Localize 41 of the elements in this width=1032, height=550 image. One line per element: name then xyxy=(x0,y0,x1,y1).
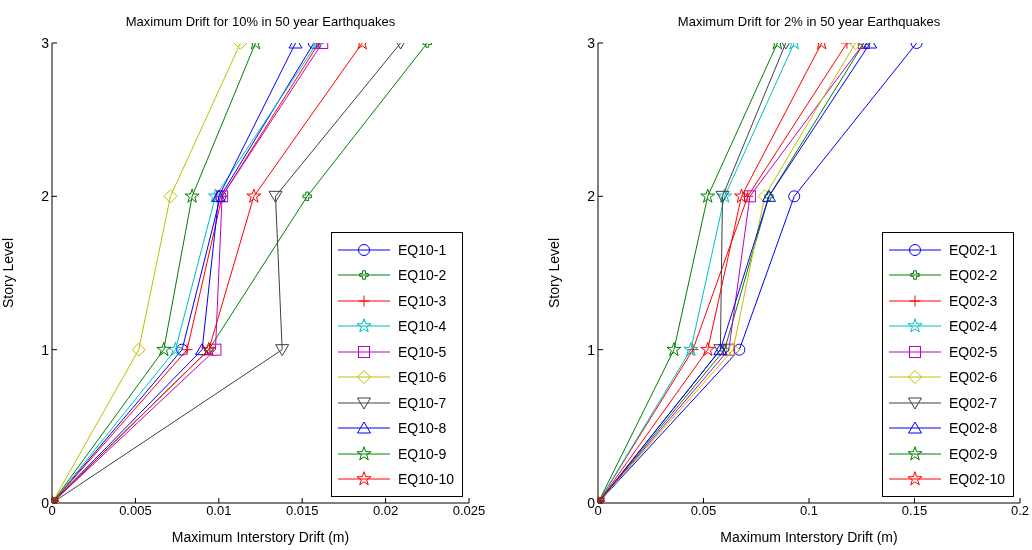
x-tick-label: 0.2 xyxy=(1010,503,1030,519)
legend-label: EQ02-3 xyxy=(948,292,998,309)
legend-label: EQ10-1 xyxy=(397,241,447,258)
legend-label: EQ10-9 xyxy=(397,445,447,462)
legend-label: EQ02-4 xyxy=(948,318,998,335)
legend-label: EQ02-9 xyxy=(948,445,998,462)
legend-label: EQ02-8 xyxy=(948,420,998,437)
legend-label: EQ10-7 xyxy=(397,394,447,411)
y-tick-label: 3 xyxy=(41,34,50,51)
x-tick-label: 0.015 xyxy=(285,503,319,519)
x-axis-title: Maximum Interstory Drift (m) xyxy=(720,529,898,545)
legend-label: EQ02-1 xyxy=(948,241,998,258)
chart-title: Maximum Drift for 10% in 50 year Earthquakes xyxy=(124,14,397,29)
y-tick-label: 1 xyxy=(587,341,596,358)
legend-label: EQ10-6 xyxy=(397,369,447,386)
x-axis-title: Maximum Interstory Drift (m) xyxy=(171,529,350,545)
legend-label: EQ10-10 xyxy=(397,471,454,488)
legend-label: EQ10-2 xyxy=(397,267,447,284)
y-tick-label: 3 xyxy=(587,34,596,51)
y-axis-title: Story Level xyxy=(0,237,16,309)
legend-label: EQ10-4 xyxy=(397,318,447,335)
x-tick-label: 0.02 xyxy=(372,503,399,519)
legend-label: EQ02-2 xyxy=(948,267,998,284)
y-tick-label: 2 xyxy=(41,188,50,205)
x-tick-label: 0.15 xyxy=(901,503,928,519)
legend-label: EQ02-5 xyxy=(948,343,998,360)
x-tick-label: 0.01 xyxy=(206,503,232,519)
x-tick-label: 0.025 xyxy=(452,503,486,519)
x-tick-label: 0.05 xyxy=(690,503,717,519)
legend-label: EQ10-5 xyxy=(397,343,447,360)
legend-label: EQ02-6 xyxy=(948,369,998,386)
y-axis-title: Story Level xyxy=(545,237,562,309)
y-tick-label: 2 xyxy=(587,188,596,205)
legend-label: EQ02-7 xyxy=(948,394,998,411)
legend-label: EQ10-3 xyxy=(397,292,447,309)
x-tick-label: 0.005 xyxy=(119,503,152,519)
legend-label: EQ02-10 xyxy=(948,471,1005,488)
x-tick-label: 0.1 xyxy=(799,503,819,519)
y-tick-label: 1 xyxy=(41,341,50,358)
legend-label: EQ10-8 xyxy=(397,420,447,437)
chart-title: Maximum Drift for 2% in 50 year Earthquakes xyxy=(676,14,942,29)
